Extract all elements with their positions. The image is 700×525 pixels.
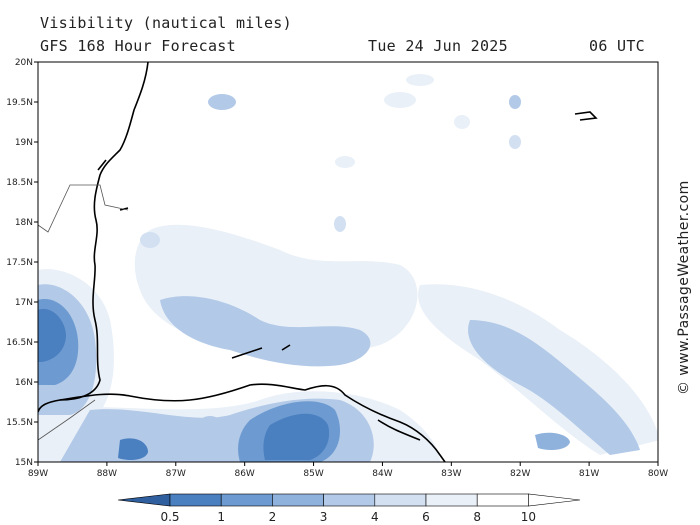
legend-label: 6 bbox=[422, 510, 430, 524]
lon-label: 87W bbox=[166, 469, 186, 479]
legend-label: 0.5 bbox=[160, 510, 179, 524]
lon-label: 89W bbox=[28, 469, 48, 479]
legend-colorbar: 0.5 1 2 3 4 6 8 10 bbox=[117, 493, 581, 524]
legend-swatch bbox=[169, 493, 222, 507]
lon-label: 85W bbox=[303, 469, 323, 479]
legend-swatch bbox=[374, 493, 427, 507]
legend-label: 4 bbox=[371, 510, 379, 524]
legend-swatch bbox=[272, 493, 324, 507]
legend-label: 8 bbox=[473, 510, 481, 524]
axis-ticks: 20N 19.5N 19N 18.5N 18N 17.5N 17N 16.5N 16N 15.5N… bbox=[6, 58, 668, 479]
lon-label: 80W bbox=[648, 469, 668, 479]
legend-label: 1 bbox=[217, 510, 225, 524]
lat-label: 18.5N bbox=[6, 178, 33, 188]
lon-label: 83W bbox=[441, 469, 461, 479]
chart-title: Visibility (nautical miles) bbox=[40, 14, 292, 32]
legend-min-arrow bbox=[117, 493, 171, 507]
lat-label: 19.5N bbox=[6, 98, 33, 108]
lat-label: 18N bbox=[15, 218, 33, 228]
legend-swatch bbox=[220, 493, 273, 507]
lat-label: 17.5N bbox=[6, 258, 33, 268]
lon-label: 81W bbox=[579, 469, 599, 479]
lat-label: 19N bbox=[15, 138, 33, 148]
lat-label: 20N bbox=[15, 58, 33, 68]
legend-label: 10 bbox=[521, 510, 536, 524]
forecast-date: Tue 24 Jun 2025 bbox=[368, 37, 508, 55]
lon-label: 86W bbox=[234, 469, 254, 479]
legend-swatch bbox=[323, 493, 376, 507]
legend-swatch bbox=[476, 493, 529, 507]
lat-label: 15N bbox=[15, 458, 33, 468]
legend-label: 2 bbox=[269, 510, 277, 524]
legend-label: 3 bbox=[320, 510, 328, 524]
lon-label: 82W bbox=[510, 469, 530, 479]
forecast-label: GFS 168 Hour Forecast bbox=[40, 37, 236, 55]
coastlines bbox=[38, 62, 598, 462]
lat-label: 17N bbox=[15, 298, 33, 308]
lon-label: 84W bbox=[372, 469, 392, 479]
lon-label: 88W bbox=[97, 469, 117, 479]
visibility-field bbox=[38, 62, 658, 462]
forecast-time: 06 UTC bbox=[589, 37, 645, 55]
legend-swatch bbox=[425, 493, 478, 507]
lat-label: 16.5N bbox=[6, 338, 33, 348]
lat-label: 16N bbox=[15, 378, 33, 388]
legend-max-arrow bbox=[528, 493, 581, 507]
lat-label: 15.5N bbox=[6, 418, 33, 428]
borders bbox=[38, 184, 129, 441]
